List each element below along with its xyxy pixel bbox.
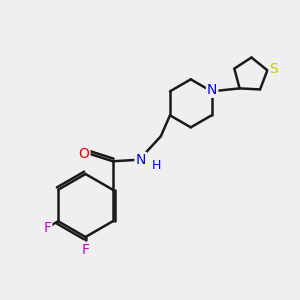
Text: N: N bbox=[136, 153, 146, 167]
Text: F: F bbox=[43, 220, 51, 235]
Text: S: S bbox=[270, 62, 278, 76]
Text: F: F bbox=[82, 243, 89, 256]
Text: N: N bbox=[207, 83, 217, 97]
Text: H: H bbox=[152, 159, 161, 172]
Text: O: O bbox=[79, 147, 89, 161]
